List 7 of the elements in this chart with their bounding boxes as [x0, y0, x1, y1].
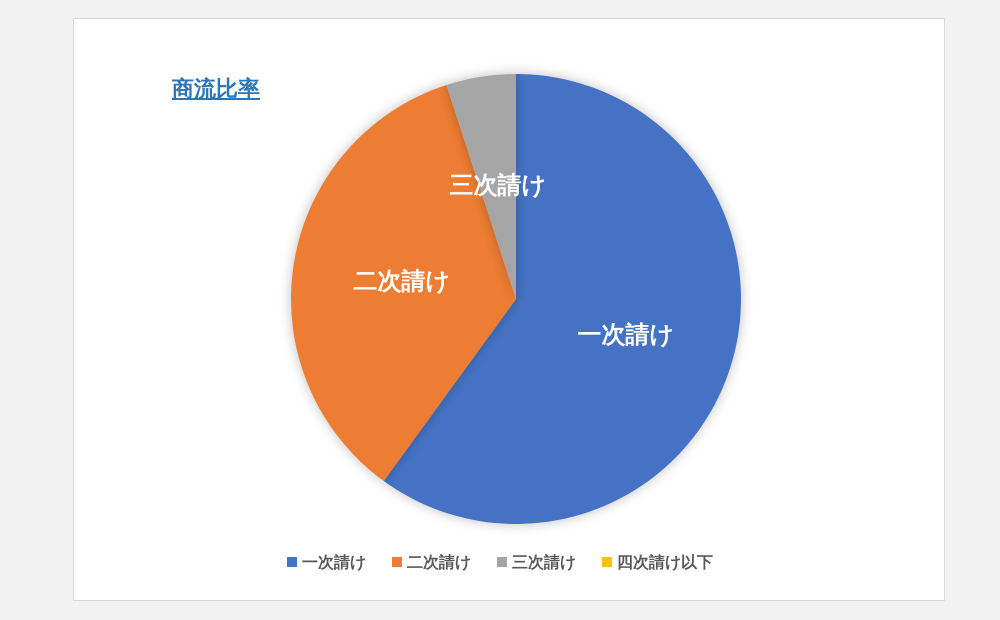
legend-label: 二次請け	[407, 552, 471, 572]
legend-label: 三次請け	[512, 552, 576, 572]
legend-label: 四次請け以下	[617, 552, 713, 572]
slice-label: 二次請け	[353, 266, 450, 295]
chart-title: 商流比率	[172, 76, 260, 104]
legend-label: 一次請け	[302, 552, 366, 572]
slice-label: 一次請け	[577, 320, 674, 349]
